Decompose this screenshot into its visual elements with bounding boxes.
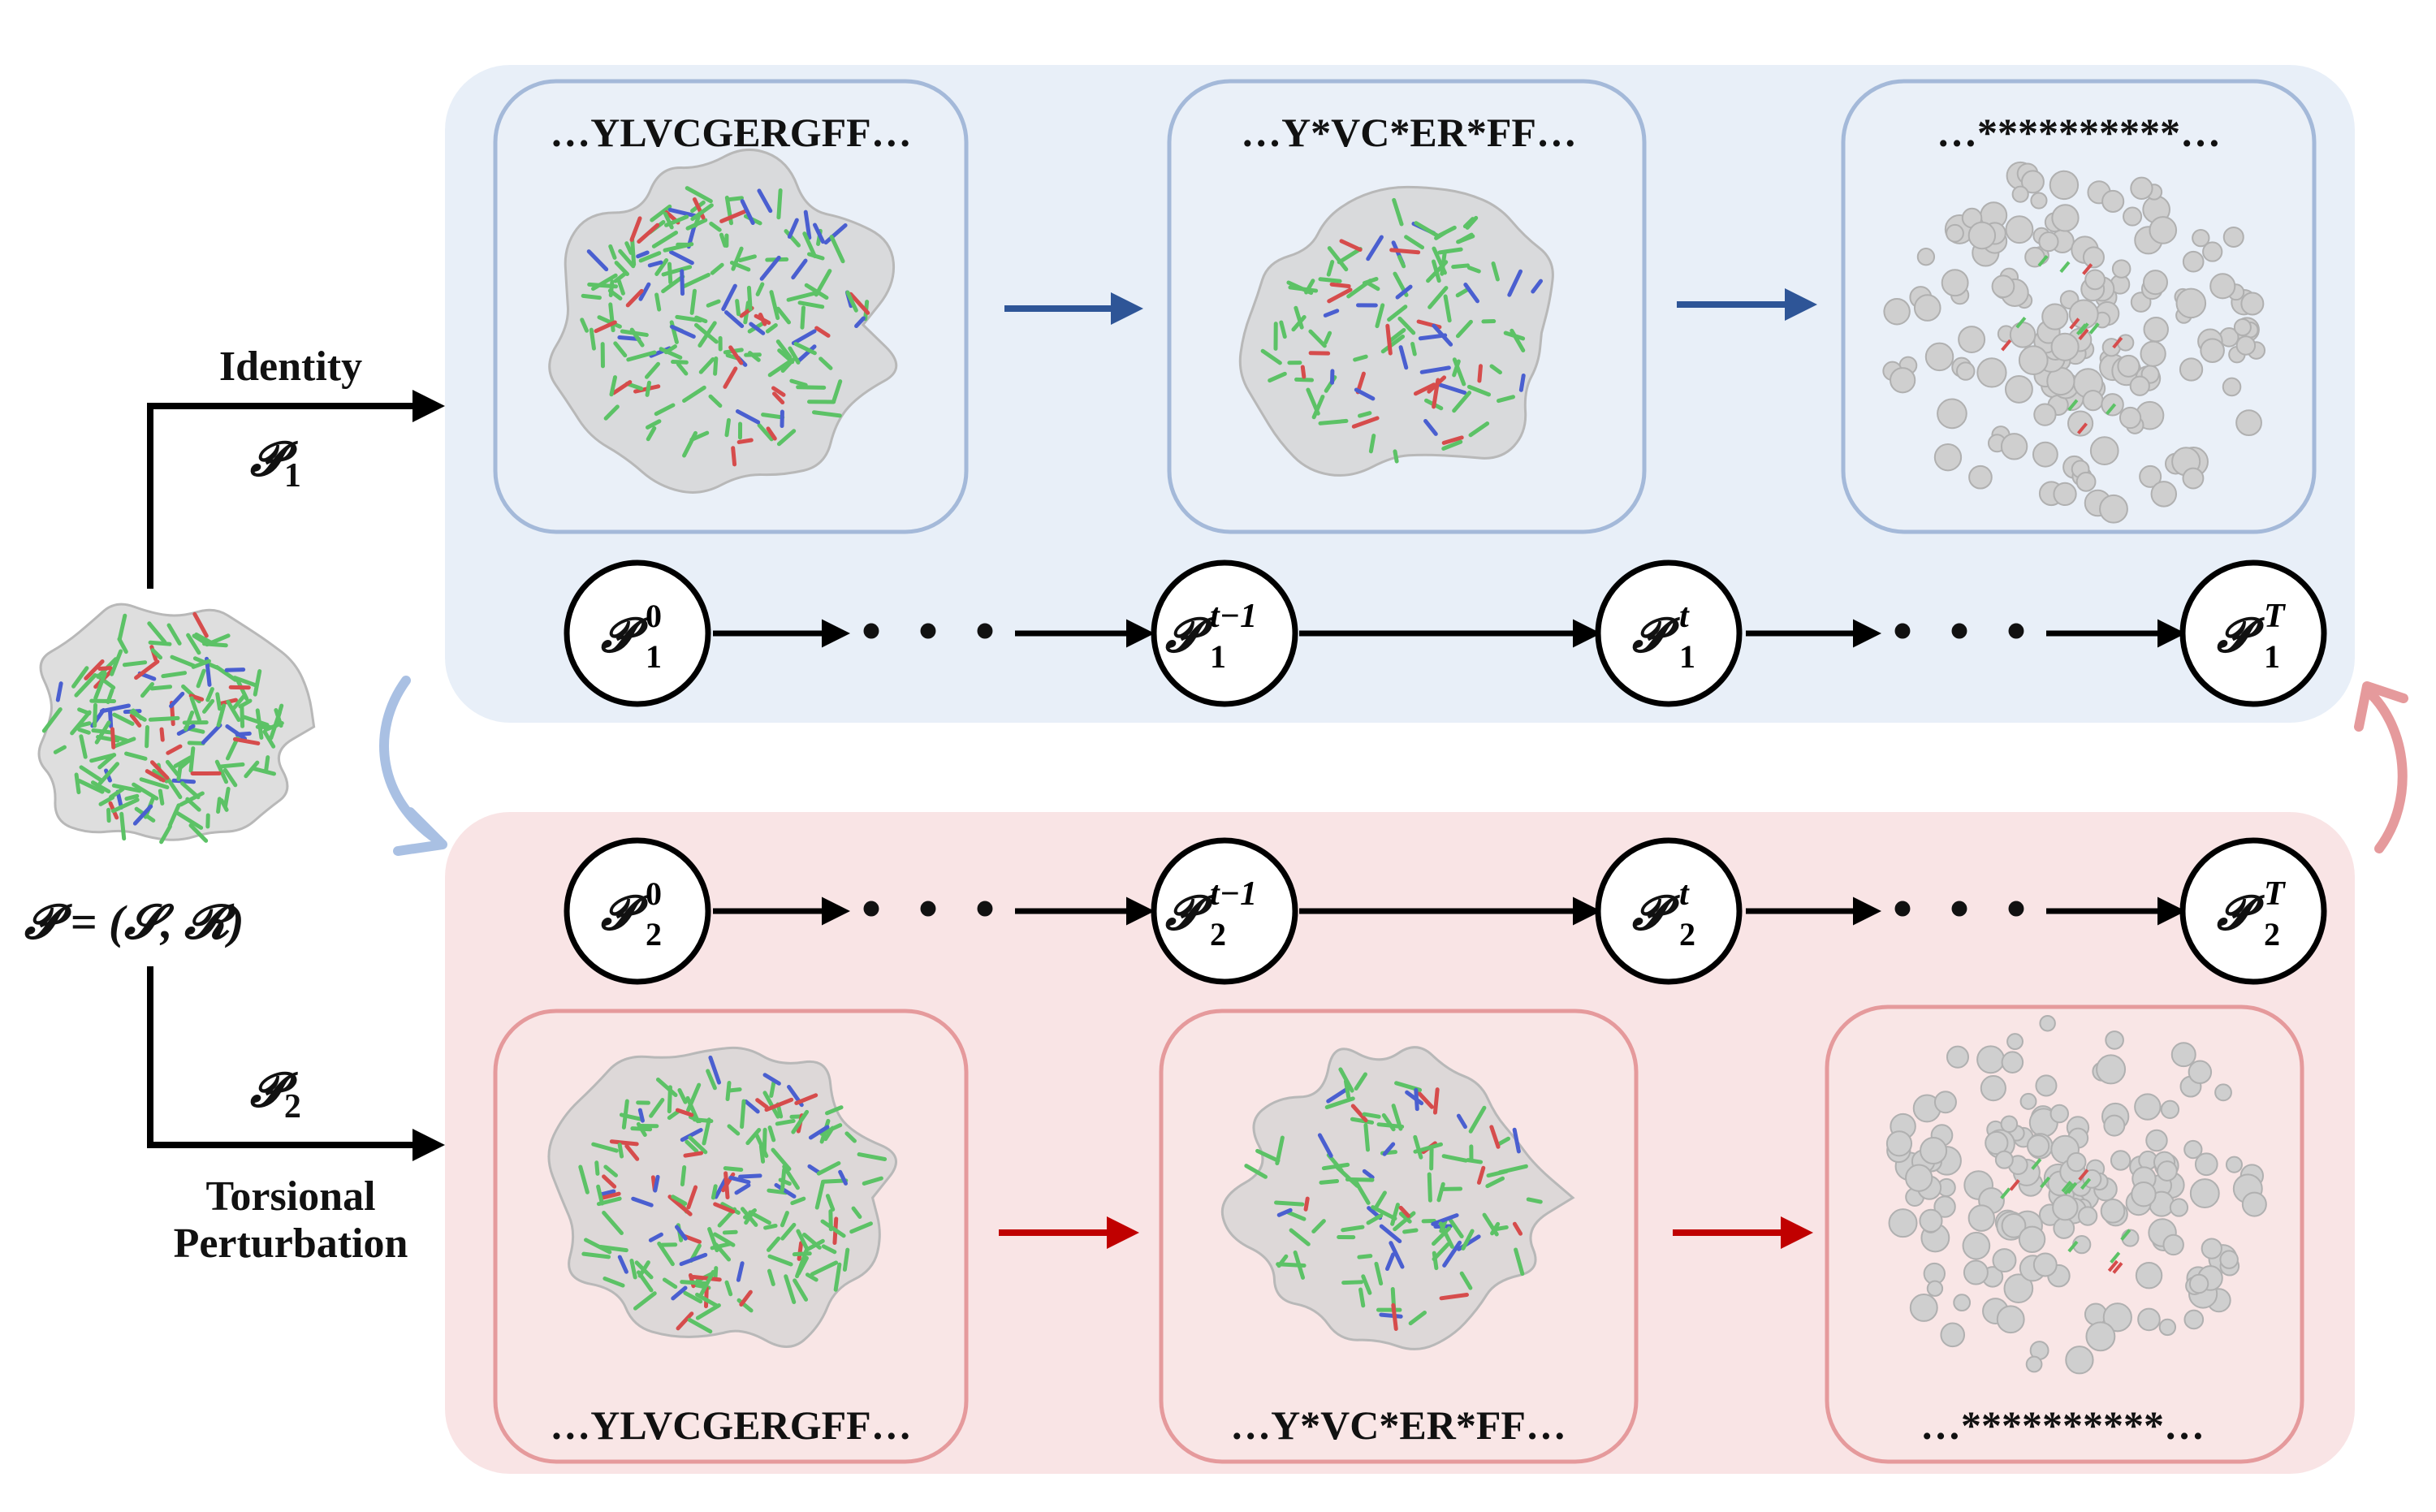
svg-text:1: 1 — [1210, 638, 1226, 675]
top-ellipsis-1: • • • — [862, 600, 1007, 663]
bottom-ellipsis-2: • • • — [1893, 878, 2038, 940]
svg-text:t−1: t−1 — [1210, 875, 1257, 913]
top-seq-1: …YLVCGERGFF… — [550, 110, 911, 155]
svg-text:1: 1 — [2264, 638, 2280, 675]
torsional-label: Torsional — [205, 1173, 375, 1220]
svg-text:1: 1 — [646, 638, 662, 675]
svg-text:T: T — [2264, 598, 2287, 635]
top-node-t-minus-1: 𝓟 t−1 1 — [1154, 563, 1295, 704]
svg-text:0: 0 — [646, 875, 662, 912]
svg-text:2: 2 — [1210, 916, 1226, 953]
identity-label: Identity — [219, 343, 362, 390]
top-ellipsis-2: • • • — [1893, 600, 2038, 663]
top-seq-3: …**********… — [1937, 110, 2221, 155]
bottom-node-t: 𝓟 t 2 — [1598, 840, 1739, 982]
top-seq-2: …Y*VC*ER*FF… — [1241, 110, 1577, 155]
svg-text:t−1: t−1 — [1210, 598, 1257, 635]
svg-text:t: t — [1679, 598, 1690, 635]
protein-structure-icon — [39, 604, 314, 842]
identity-branch-arrow — [150, 406, 438, 589]
input-equation: 𝓟 = (𝓢, 𝓡) — [24, 896, 244, 948]
p2-label: 𝓟2 — [250, 1064, 301, 1125]
perturbation-label: Perturbation — [174, 1220, 408, 1267]
bottom-seq-2: …Y*VC*ER*FF… — [1230, 1402, 1566, 1448]
top-node-t: 𝓟 t 1 — [1598, 563, 1739, 704]
bottom-node-0: 𝓟 0 2 — [567, 840, 708, 982]
curved-arrow-red-icon — [2367, 690, 2403, 849]
svg-text:T: T — [2264, 875, 2287, 913]
svg-text:1: 1 — [1679, 638, 1695, 675]
bottom-seq-1: …YLVCGERGFF… — [550, 1402, 911, 1448]
bottom-seq-3: …**********… — [1920, 1402, 2205, 1448]
svg-text:0: 0 — [646, 598, 662, 634]
bottom-ellipsis-1: • • • — [862, 878, 1007, 940]
bottom-node-T: 𝓟 T 2 — [2183, 840, 2324, 982]
p1-label: 𝓟1 — [250, 433, 301, 495]
svg-text:2: 2 — [646, 916, 662, 953]
top-node-0: 𝓟 0 1 — [567, 563, 708, 704]
svg-text:2: 2 — [2264, 916, 2280, 953]
bottom-node-t-minus-1: 𝓟 t−1 2 — [1154, 840, 1295, 982]
svg-text:t: t — [1679, 875, 1690, 913]
svg-text:2: 2 — [1679, 916, 1695, 953]
top-node-T: 𝓟 T 1 — [2183, 563, 2324, 704]
